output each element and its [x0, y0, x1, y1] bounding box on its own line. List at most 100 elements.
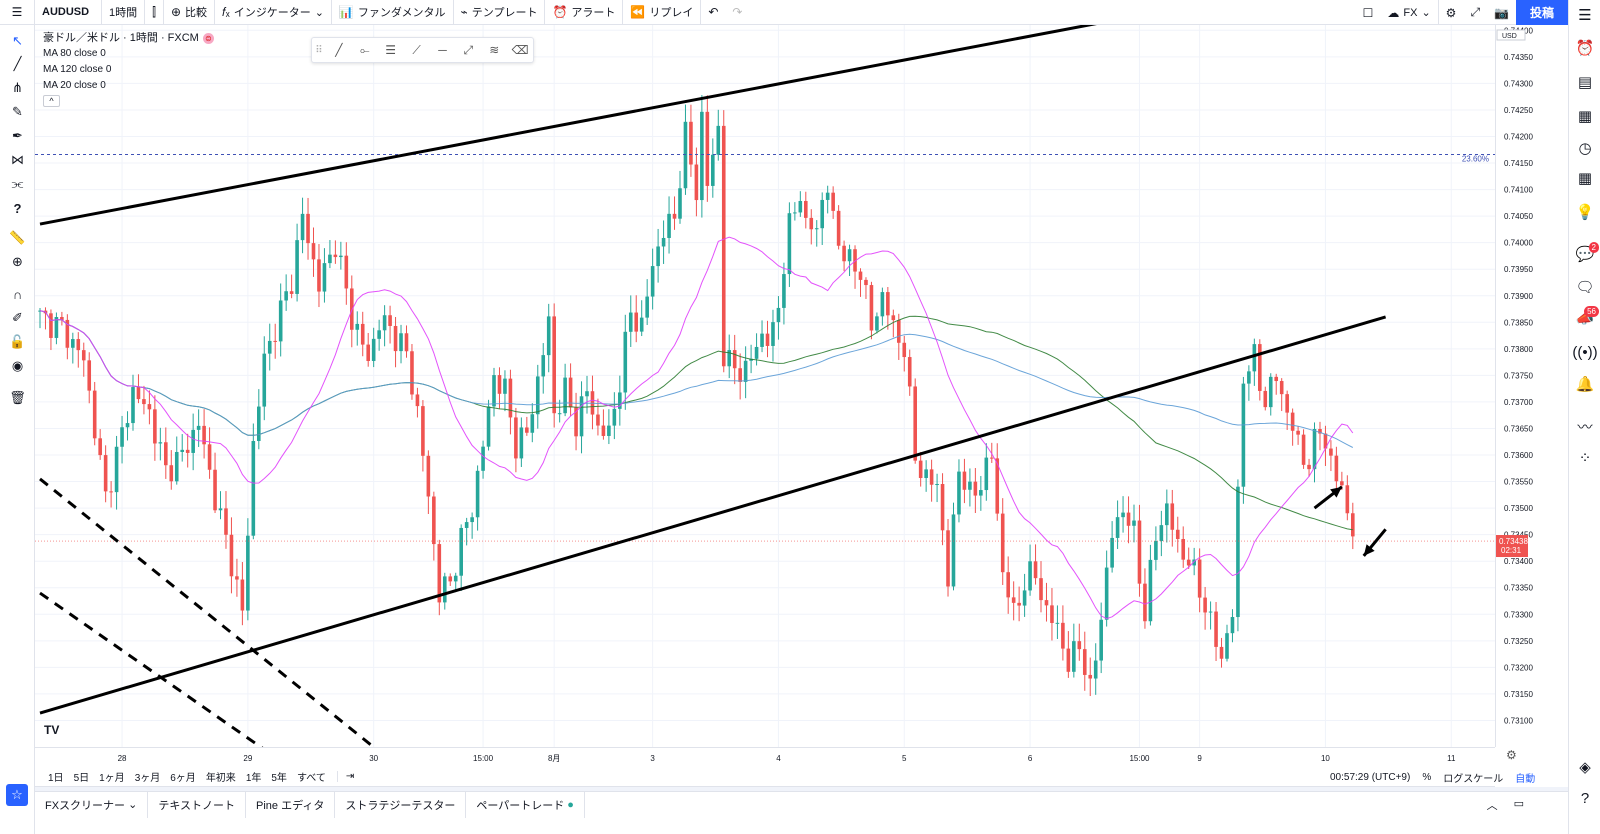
range-3m[interactable]: 3ヶ月 [134, 773, 161, 784]
ideas-button[interactable]: 💡 [1569, 200, 1600, 224]
clock-label[interactable]: 00:57:29 (UTC+9) [1330, 771, 1411, 783]
post-button[interactable]: 投稿 [1516, 0, 1568, 25]
calendar-grid-button[interactable]: ▦ [1569, 166, 1600, 190]
dots-button[interactable]: ⁘ [1569, 446, 1600, 470]
candle-body [689, 121, 693, 165]
messages-button[interactable]: 🗨 [1569, 275, 1600, 299]
range-5y[interactable]: 5年 [271, 773, 287, 784]
favorites-button[interactable]: ☆ [6, 784, 28, 806]
candle-body [1274, 376, 1279, 382]
eraser-icon[interactable]: ⌫ [511, 43, 529, 57]
compare-button[interactable]: ⊕ 比較 [164, 0, 216, 25]
pattern-tool[interactable]: ⋈ [0, 149, 35, 171]
data-window-button[interactable]: ▤ [1569, 70, 1600, 94]
price-chart[interactable]: 23.60% [35, 25, 1495, 747]
undo-button[interactable]: ↶ [701, 0, 725, 25]
goto-date-button[interactable]: ⇥ [336, 771, 359, 782]
maximize-panel-icon[interactable]: ▭ [1513, 797, 1524, 810]
lock-tool[interactable]: 🔓 [0, 331, 35, 353]
watchlist-button[interactable]: ☰ [1569, 3, 1600, 27]
candle-body [109, 491, 113, 493]
trendline-tool[interactable]: ╱ [0, 53, 35, 75]
tab-strategy-tester[interactable]: ストラテジーテスター [335, 791, 467, 818]
symbol-search[interactable]: AUDUSD [35, 0, 102, 25]
range-1m[interactable]: 1ヶ月 [99, 773, 125, 784]
pen-tool[interactable]: ✒ [0, 125, 35, 147]
trading-button[interactable]: 〰 [1569, 414, 1600, 438]
parallel-channel-icon[interactable]: ☰ [385, 43, 397, 57]
hotlist-button[interactable]: ▦ [1569, 104, 1600, 128]
layout-button[interactable]: ☁ FX ⌄ [1380, 0, 1439, 25]
auto-toggle[interactable]: 自動 [1515, 773, 1536, 785]
legend-collapse-button[interactable]: ^ [43, 95, 60, 107]
interval-button[interactable]: 1時間 [102, 0, 146, 25]
horizontal-ray-icon[interactable]: ⟜ [359, 42, 370, 57]
stream-button[interactable]: ((•)) [1569, 340, 1600, 364]
chevron-up-icon[interactable]: ︿ [1486, 799, 1498, 812]
compare-label: 比較 [185, 7, 208, 19]
visibility-tool[interactable]: ◉ [0, 355, 35, 377]
chart-pane[interactable]: 23.60% [35, 25, 1495, 747]
axis-settings-button[interactable]: ⚙ [1506, 748, 1526, 766]
settings-button[interactable]: ⚙ [1439, 0, 1464, 25]
alerts-button[interactable]: ⏰ [1569, 36, 1600, 60]
log-toggle[interactable]: ログスケール [1443, 773, 1504, 785]
delete-tool[interactable]: 🗑 [0, 387, 35, 409]
bell-icon: 🔔 [1575, 376, 1595, 393]
magnet-tool[interactable]: ∩ [0, 283, 35, 305]
ruler-tool[interactable]: 📏 [0, 227, 35, 249]
bell-button[interactable]: 🔔 [1569, 372, 1600, 396]
pitchfork-tool[interactable]: ⋔ [0, 77, 35, 99]
price-axis[interactable]: 0.744000.743500.743000.742500.742000.741… [1495, 25, 1568, 747]
legend-ma20[interactable]: MA 20 close 0 [43, 80, 106, 91]
notifications-button[interactable]: 📣 56 [1569, 306, 1600, 330]
alert-button[interactable]: ⏰ アラート [545, 0, 624, 25]
tab-paper-trade[interactable]: ペーパートレード ● [466, 791, 585, 818]
hamburger-menu-button[interactable]: ☰ [0, 0, 35, 25]
cursor-tool[interactable]: ↖ [0, 30, 35, 52]
help-center-button[interactable]: ? [1569, 786, 1600, 810]
fullscreen-button[interactable]: ⤢ [1463, 0, 1487, 25]
forecast-tool[interactable]: ⫘ [0, 173, 35, 195]
stay-drawing-tool[interactable]: ✐ [0, 307, 35, 329]
help-tool[interactable]: ? [0, 197, 35, 219]
ray-icon[interactable]: ⟋ [412, 42, 421, 57]
fib-icon[interactable]: ≋ [489, 43, 500, 57]
range-1y[interactable]: 1年 [245, 773, 262, 784]
range-ytd[interactable]: 年初来 [205, 773, 236, 784]
calendar-button[interactable]: ◷ [1569, 136, 1600, 160]
candle-body [1236, 486, 1240, 618]
range-6m[interactable]: 6ヶ月 [170, 773, 196, 784]
redo-button[interactable]: ↷ [725, 0, 749, 25]
extended-line-icon[interactable]: ⤢ [463, 42, 474, 57]
legend-ma120[interactable]: MA 120 close 0 [43, 64, 112, 75]
candle-body [92, 390, 97, 439]
range-1d[interactable]: 1日 [48, 773, 64, 784]
price-tick-label: 0.73100 [1504, 716, 1533, 725]
trend-line-icon[interactable]: ╱ [335, 43, 343, 57]
tab-fx-screener[interactable]: FXスクリーナー ⌄ [35, 791, 149, 818]
layers-button[interactable]: ◈ [1569, 755, 1600, 779]
horizontal-line-icon[interactable]: ─ [438, 43, 447, 57]
replay-button[interactable]: ⏪ リプレイ [623, 0, 702, 25]
range-all[interactable]: すべて [296, 773, 326, 784]
zoom-tool[interactable]: ⊕ [0, 251, 35, 273]
legend-ma80[interactable]: MA 80 close 0 [43, 48, 106, 59]
chat-button[interactable]: 💬 2 [1569, 242, 1600, 266]
fullscreen-square-button[interactable]: ☐ [1356, 0, 1381, 25]
snapshot-button[interactable]: 📷 [1487, 0, 1516, 25]
range-5d[interactable]: 5日 [73, 773, 90, 784]
chart-type-button[interactable]: ⫿ [145, 0, 164, 25]
fundamental-button[interactable]: 📊 ファンダメンタル [332, 0, 454, 25]
template-button[interactable]: ⌁ テンプレート [454, 0, 546, 25]
tab-pine-editor[interactable]: Pine エディタ [246, 791, 336, 818]
alert-dot-icon[interactable]: ⊜ [202, 32, 214, 44]
drag-handle-icon[interactable]: ⠿ [315, 44, 323, 56]
undo-icon: ↶ [708, 5, 719, 19]
tab-text-note[interactable]: テキストノート [148, 791, 247, 818]
price-tick-label: 0.73750 [1504, 371, 1533, 380]
indicators-button[interactable]: 𝑓ₓ インジケーター ⌄ [215, 0, 332, 25]
percent-toggle[interactable]: % [1422, 771, 1432, 783]
brush-tool[interactable]: ✎ [0, 101, 35, 123]
